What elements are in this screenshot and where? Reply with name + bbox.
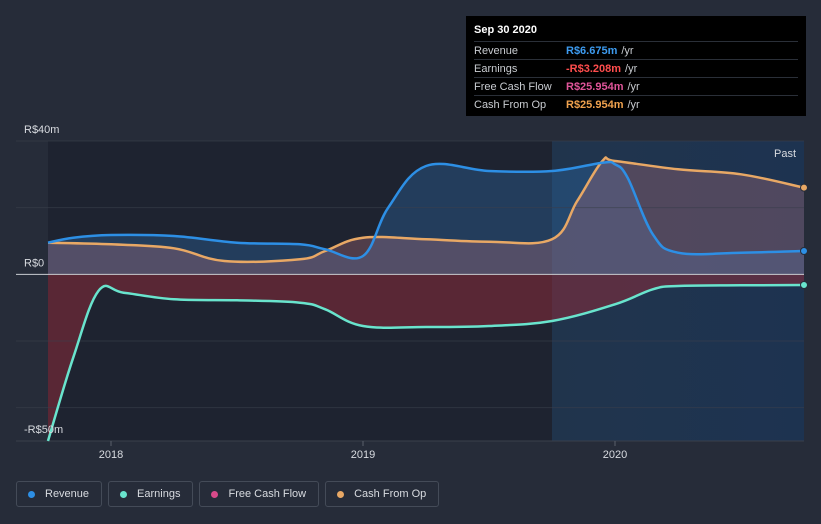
chart-legend: Revenue Earnings Free Cash Flow Cash Fro… [16, 481, 445, 507]
tooltip-unit: /yr [627, 98, 640, 111]
legend-item-revenue[interactable]: Revenue [16, 481, 103, 507]
cash-from-op-area [48, 157, 804, 275]
legend-item-earnings[interactable]: Earnings [108, 481, 194, 507]
earnings-line [46, 283, 805, 442]
x-tick-label: 2019 [351, 449, 375, 461]
tooltip-value: -R$3.208m [566, 62, 622, 75]
tooltip-label: Earnings [474, 62, 518, 75]
tooltip-row-earnings: Earnings -R$3.208m /yr [474, 59, 798, 77]
legend-item-cash-from-op[interactable]: Cash From Op [325, 481, 440, 507]
tooltip-value: R$25.954m [566, 80, 624, 93]
cash-from-op-line [47, 156, 805, 264]
legend-label: Revenue [45, 488, 90, 500]
legend-label: Free Cash Flow [228, 488, 307, 500]
past-label: Past [774, 148, 796, 160]
legend-label: Earnings [137, 488, 181, 500]
tooltip-value: R$6.675m [566, 44, 618, 57]
tooltip-label: Free Cash Flow [474, 80, 552, 93]
data-tooltip: Sep 30 2020 Revenue R$6.675m /yr Earning… [466, 16, 806, 116]
earnings-end-point [800, 281, 808, 289]
tooltip-label: Revenue [474, 44, 519, 57]
tooltip-value: R$25.954m [566, 98, 624, 111]
tooltip-row-revenue: Revenue R$6.675m /yr [474, 41, 798, 59]
tooltip-label: Cash From Op [474, 98, 547, 111]
tooltip-unit: /yr [627, 80, 640, 93]
y-tick-label: R$40m [24, 124, 59, 136]
cash-from-op-end-point [800, 183, 808, 192]
earnings-area [48, 274, 804, 441]
tooltip-date: Sep 30 2020 [474, 24, 537, 36]
free-cash-flow-dot-icon [211, 490, 219, 498]
tooltip-row-cash-from-op: Cash From Op R$25.954m /yr [474, 95, 798, 113]
revenue-line [47, 160, 805, 260]
x-tick-label: 2020 [603, 449, 627, 461]
revenue-area [48, 161, 804, 275]
tooltip-unit: /yr [621, 44, 634, 57]
earnings-dot-icon [120, 490, 128, 498]
cash-from-op-dot-icon [337, 490, 345, 498]
y-tick-label: -R$50m [24, 424, 63, 436]
tooltip-row-free-cash-flow: Free Cash Flow R$25.954m /yr [474, 77, 798, 95]
legend-item-free-cash-flow[interactable]: Free Cash Flow [199, 481, 320, 507]
x-tick-label: 2018 [99, 449, 123, 461]
y-tick-label: R$0 [24, 257, 44, 269]
revenue-end-point [800, 247, 808, 255]
revenue-dot-icon [28, 490, 35, 498]
tooltip-unit: /yr [625, 62, 638, 75]
legend-label: Cash From Op [354, 488, 427, 500]
